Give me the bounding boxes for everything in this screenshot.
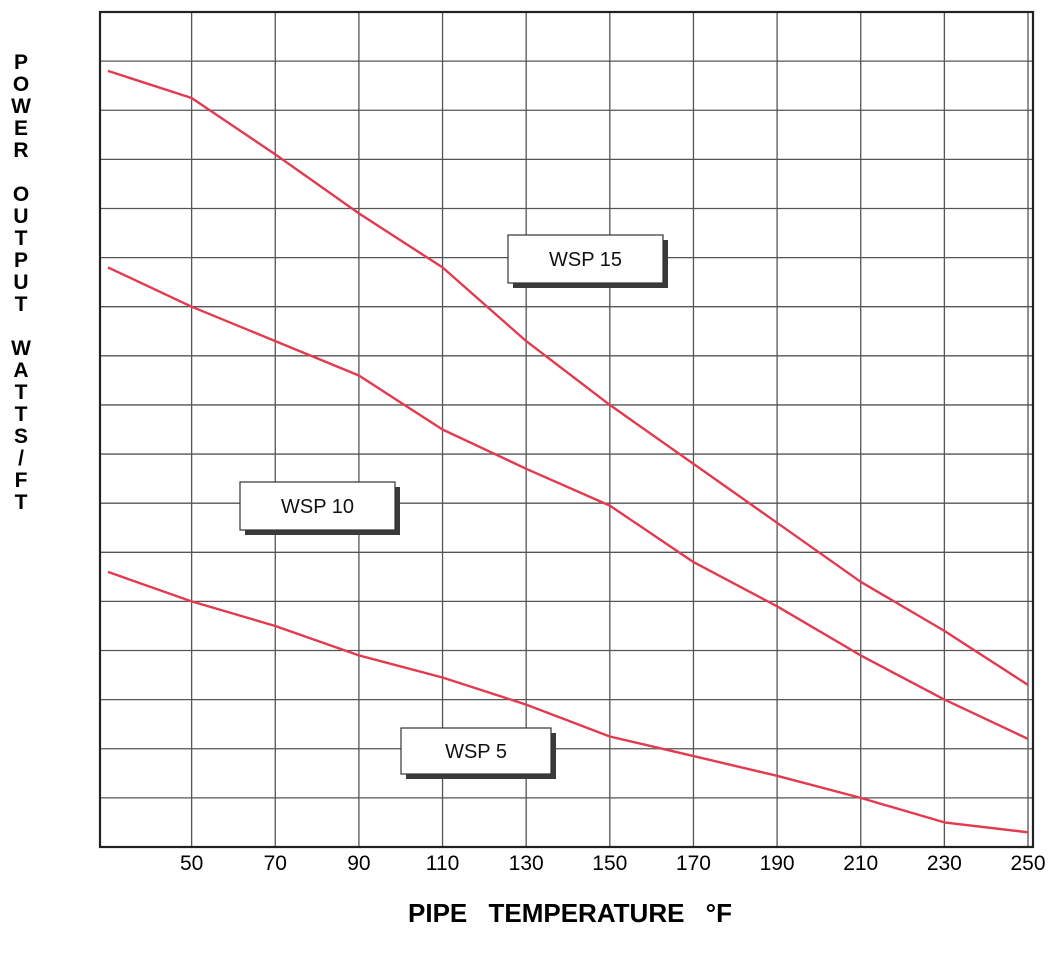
label-box-wsp-5: WSP 5 — [400, 727, 556, 779]
label-box-wsp-10: WSP 10 — [239, 481, 400, 535]
x-tick-label: 90 — [347, 852, 370, 875]
series-line-wsp-10 — [107, 266, 1029, 740]
label-box-wsp-15: WSP 15 — [507, 234, 668, 288]
label-box-text: WSP 5 — [445, 741, 507, 763]
label-box-frame — [400, 727, 552, 775]
x-tick-label: 190 — [760, 852, 795, 875]
x-tick-label: 150 — [592, 852, 627, 875]
x-tick-label: 50 — [180, 852, 203, 875]
x-tick-label: 170 — [676, 852, 711, 875]
x-tick-label: 210 — [843, 852, 878, 875]
series-line-wsp-5 — [107, 570, 1029, 834]
plot-frame — [98, 10, 1035, 849]
horizontal-grid — [100, 60, 1033, 799]
label-box-text: WSP 10 — [281, 496, 354, 518]
label-box-text: WSP 15 — [549, 249, 622, 271]
series-line-wsp-15 — [107, 69, 1029, 686]
label-box-frame — [507, 234, 664, 284]
x-axis-label: PIPE TEMPERATURE °F — [408, 898, 732, 928]
x-tick-label: 70 — [264, 852, 287, 875]
series-label-boxes: WSP 15 WSP 10 WSP 5 — [239, 234, 668, 779]
y-axis-label: P O W E R O U T P U T W A T T S / F T — [11, 51, 31, 514]
x-tick-label: 250 — [1010, 852, 1045, 875]
label-box-frame — [239, 481, 396, 531]
x-tick-label: 130 — [509, 852, 544, 875]
x-tick-label: 230 — [927, 852, 962, 875]
x-tick-label: 110 — [426, 852, 459, 875]
vertical-grid — [190, 12, 1029, 847]
x-tick-labels: 50 70 90 110 130 150 170 190 210 230 250 — [180, 852, 1046, 875]
series-lines — [107, 69, 1029, 834]
